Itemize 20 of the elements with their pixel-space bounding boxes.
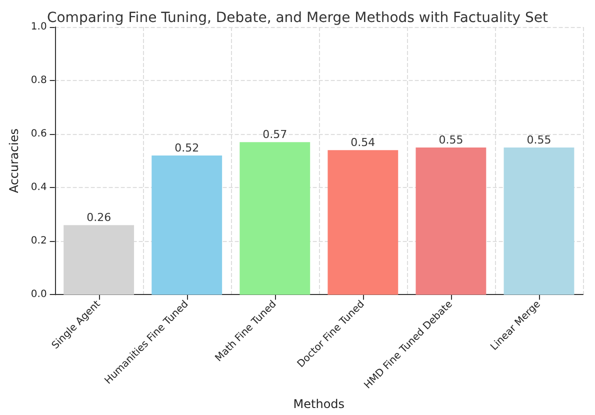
chart-title: Comparing Fine Tuning, Debate, and Merge Methods with Factuality Set — [46, 10, 549, 26]
data-label: 0.52 — [174, 141, 200, 154]
y-tick-label: 0.4 — [30, 182, 47, 194]
data-label: 0.57 — [262, 128, 288, 142]
bar — [328, 150, 398, 295]
y-axis-title: Accuracies — [7, 128, 21, 194]
y-tick-label: 0.0 — [30, 289, 47, 300]
y-tick-label: 0.6 — [30, 128, 47, 140]
data-label: 0.55 — [438, 133, 464, 146]
y-tick-label: 0.2 — [30, 236, 47, 247]
x-axis-title: Methods — [293, 397, 345, 411]
data-label: 0.55 — [526, 133, 552, 146]
bar — [416, 147, 486, 295]
y-tick-label: 1.0 — [30, 22, 47, 32]
y-tick-label: 0.8 — [30, 75, 47, 86]
bar — [152, 155, 222, 295]
data-label: 0.54 — [350, 136, 376, 150]
bar — [240, 142, 310, 295]
bar — [504, 147, 574, 295]
data-label: 0.26 — [86, 211, 112, 224]
